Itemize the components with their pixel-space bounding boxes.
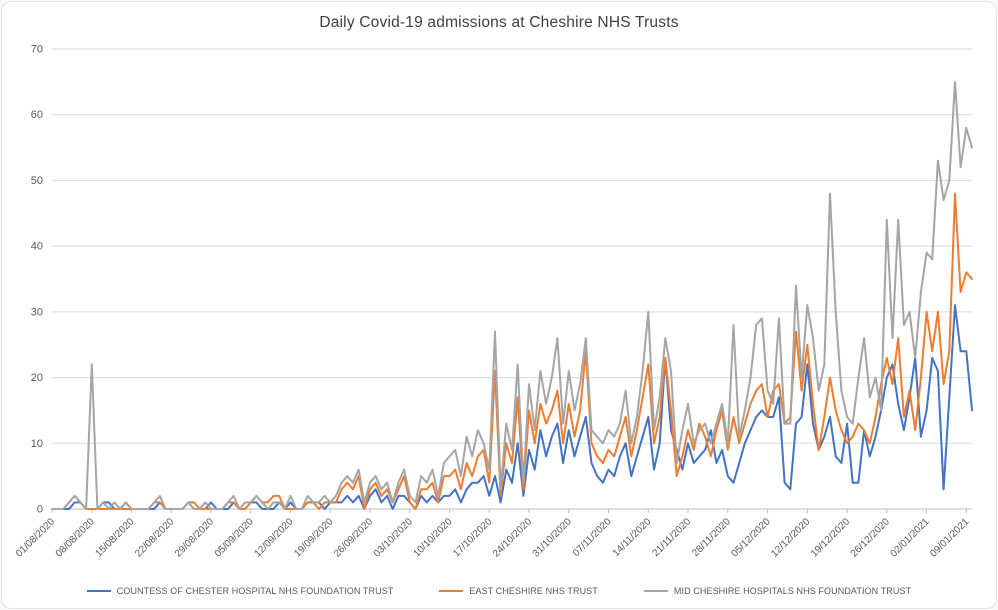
- y-tick-label: 10: [31, 438, 43, 450]
- y-tick-label: 0: [37, 504, 43, 516]
- legend-item-2: MID CHESHIRE HOSPITALS NHS FOUNDATION TR…: [643, 586, 912, 596]
- x-tick-label: 28/11/2020: [690, 516, 733, 559]
- x-tick-label: 08/08/2020: [54, 516, 97, 559]
- x-tick-label: 01/08/2020: [14, 516, 57, 559]
- legend-label: COUNTESS OF CHESTER HOSPITAL NHS FOUNDAT…: [116, 586, 394, 596]
- x-tick-label: 26/12/2020: [849, 516, 892, 559]
- x-tick-label: 21/11/2020: [651, 516, 694, 559]
- x-tick-label: 17/10/2020: [451, 516, 494, 559]
- x-tick-label: 14/11/2020: [611, 516, 654, 559]
- y-tick-label: 20: [31, 372, 43, 384]
- legend-line-swatch: [439, 589, 464, 593]
- y-tick-label: 70: [31, 44, 43, 56]
- x-tick-label: 26/09/2020: [332, 516, 375, 559]
- line-chart-plot: 0 10 20 30 40 50 60 70 01/08/202008/08/202015/08…: [14, 44, 973, 560]
- legend-item-1: EAST CHESHIRE NHS TRUST: [439, 586, 598, 596]
- x-tick-label: 29/08/2020: [173, 516, 216, 559]
- series-line-2: [51, 80, 973, 510]
- legend-item-0: COUNTESS OF CHESTER HOSPITAL NHS FOUNDAT…: [86, 586, 394, 596]
- x-tick-label: 22/08/2020: [133, 516, 176, 559]
- x-tick-label: 07/11/2020: [571, 516, 614, 559]
- x-tick-label: 15/08/2020: [93, 516, 136, 559]
- legend-label: MID CHESHIRE HOSPITALS NHS FOUNDATION TR…: [673, 586, 912, 596]
- x-tick-label: 05/12/2020: [729, 516, 772, 559]
- x-tick-label: 03/10/2020: [372, 516, 415, 559]
- x-tick-label: 19/09/2020: [292, 516, 335, 559]
- y-tick-label: 50: [31, 175, 43, 187]
- x-tick-label: 12/09/2020: [252, 516, 295, 559]
- legend-line-swatch: [643, 589, 668, 593]
- y-tick-label: 30: [31, 306, 43, 318]
- legend-line-swatch: [86, 589, 111, 593]
- x-tick-label: 10/10/2020: [411, 516, 454, 559]
- series-line-1: [51, 192, 973, 510]
- y-tick-label: 40: [31, 241, 43, 253]
- x-tick-label: 05/09/2020: [213, 516, 256, 559]
- x-tick-label: 19/12/2020: [809, 516, 852, 559]
- y-tick-label: 60: [31, 109, 43, 121]
- legend-label: EAST CHESHIRE NHS TRUST: [469, 586, 598, 596]
- x-tick-label: 31/10/2020: [531, 516, 574, 559]
- x-tick-label: 24/10/2020: [491, 516, 534, 559]
- x-tick-label: 12/12/2020: [769, 516, 812, 559]
- chart-title: Daily Covid-19 admissions at Cheshire NH…: [319, 14, 679, 31]
- x-tick-label: 09/01/2021: [928, 516, 971, 559]
- series-line-0: [51, 304, 973, 510]
- x-tick-label: 02/01/2021: [889, 516, 932, 559]
- chart-legend: COUNTESS OF CHESTER HOSPITAL NHS FOUNDAT…: [2, 586, 996, 596]
